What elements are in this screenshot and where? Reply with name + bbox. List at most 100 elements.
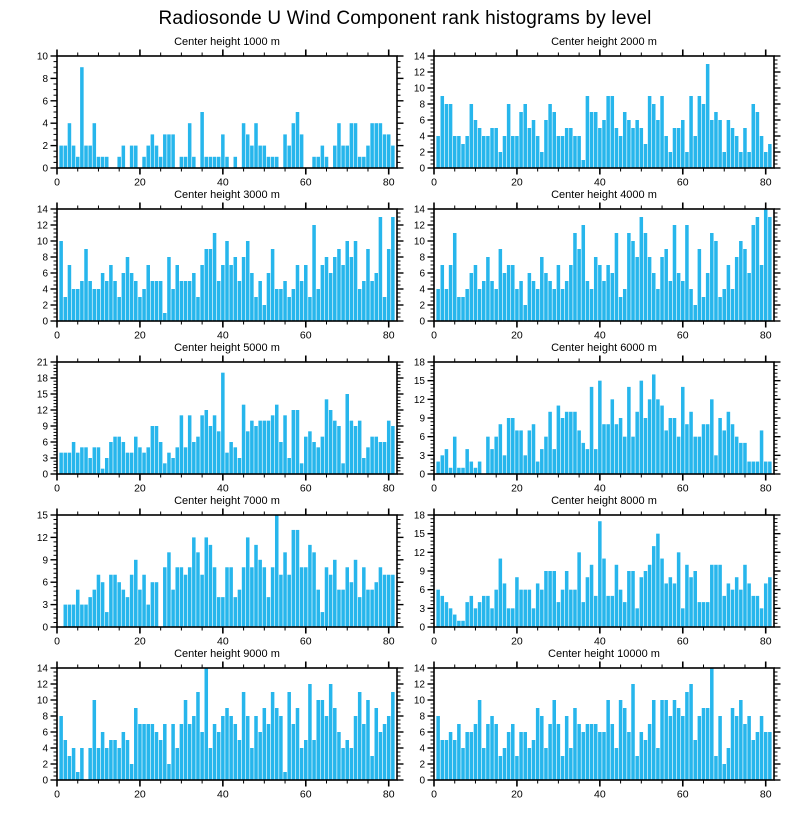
svg-text:4: 4 bbox=[42, 744, 48, 755]
svg-text:40: 40 bbox=[594, 636, 606, 648]
svg-text:0: 0 bbox=[419, 470, 425, 481]
axis-ticks bbox=[50, 355, 404, 481]
svg-text:40: 40 bbox=[217, 330, 229, 342]
subplot-title: Center height 7000 m bbox=[174, 495, 280, 507]
plot-frame bbox=[56, 514, 398, 628]
svg-text:14: 14 bbox=[37, 205, 49, 216]
svg-text:40: 40 bbox=[594, 177, 606, 189]
subplot-title: Center height 10000 m bbox=[548, 648, 660, 660]
plot-frame bbox=[56, 361, 398, 475]
svg-text:6: 6 bbox=[42, 578, 48, 589]
svg-text:8: 8 bbox=[42, 74, 48, 85]
subplot-cell-2000m: Center height 2000 m 0 20 40 60 80 0 2 4 6 8 10 12 1… bbox=[405, 36, 810, 189]
svg-text:40: 40 bbox=[217, 636, 229, 648]
svg-text:10: 10 bbox=[37, 696, 49, 707]
svg-text:4: 4 bbox=[42, 285, 48, 296]
svg-text:6: 6 bbox=[419, 728, 425, 739]
axis-tick-labels: 0 20 40 60 80 0 2 4 6 8 10 12 14 bbox=[37, 664, 395, 801]
subplot-cell-1000m: Center height 1000 m 0 20 40 60 80 0 2 4 6 8 10 bbox=[0, 36, 405, 189]
svg-text:20: 20 bbox=[134, 483, 146, 495]
svg-text:80: 80 bbox=[383, 636, 395, 648]
svg-text:4: 4 bbox=[419, 285, 425, 296]
svg-text:6: 6 bbox=[419, 269, 425, 280]
svg-text:15: 15 bbox=[414, 529, 426, 540]
svg-text:80: 80 bbox=[383, 789, 395, 801]
svg-text:0: 0 bbox=[419, 317, 425, 328]
svg-text:40: 40 bbox=[217, 483, 229, 495]
svg-text:0: 0 bbox=[42, 317, 48, 328]
svg-text:20: 20 bbox=[511, 789, 523, 801]
svg-text:18: 18 bbox=[414, 358, 426, 369]
svg-text:2: 2 bbox=[419, 760, 425, 771]
svg-text:80: 80 bbox=[760, 330, 772, 342]
subplot-title: Center height 3000 m bbox=[174, 189, 280, 201]
subplot-cell-7000m: Center height 7000 m 0 20 40 60 80 0 3 6 9 12 15 bbox=[0, 495, 405, 648]
subplot-cell-9000m: Center height 9000 m 0 20 40 60 80 0 2 4 6 8 10 12 1… bbox=[0, 648, 405, 801]
svg-text:8: 8 bbox=[419, 100, 425, 111]
svg-text:18: 18 bbox=[414, 511, 426, 522]
svg-text:12: 12 bbox=[37, 221, 49, 232]
histogram-plot-1000m: 0 20 40 60 80 0 2 4 6 8 10 bbox=[37, 49, 404, 189]
svg-text:12: 12 bbox=[414, 548, 426, 559]
svg-text:0: 0 bbox=[54, 789, 60, 801]
histogram-plot-8000m: 0 20 40 60 80 0 3 6 9 12 15 18 bbox=[414, 508, 781, 648]
svg-text:10: 10 bbox=[414, 84, 426, 95]
histogram-bars bbox=[59, 67, 395, 168]
svg-text:20: 20 bbox=[511, 483, 523, 495]
axis-ticks bbox=[50, 49, 404, 175]
svg-text:80: 80 bbox=[383, 177, 395, 189]
svg-text:20: 20 bbox=[134, 636, 146, 648]
axis-ticks bbox=[50, 508, 404, 634]
svg-text:15: 15 bbox=[414, 376, 426, 387]
axis-tick-labels: 0 20 40 60 80 0 3 6 9 12 15 bbox=[37, 511, 395, 648]
subplot-cell-5000m: Center height 5000 m 0 20 40 60 80 0 3 6 9 12 15 18… bbox=[0, 342, 405, 495]
svg-text:8: 8 bbox=[419, 712, 425, 723]
svg-text:60: 60 bbox=[300, 177, 312, 189]
histogram-bars bbox=[436, 209, 772, 321]
svg-text:40: 40 bbox=[594, 483, 606, 495]
subplot-cell-10000m: Center height 10000 m 0 20 40 60 80 0 2 4 6 8 10 12… bbox=[405, 648, 810, 801]
axis-tick-labels: 0 20 40 60 80 0 3 6 9 12 15 18 bbox=[414, 358, 772, 495]
svg-text:12: 12 bbox=[414, 221, 426, 232]
svg-text:0: 0 bbox=[42, 776, 48, 787]
svg-text:20: 20 bbox=[511, 330, 523, 342]
svg-text:60: 60 bbox=[300, 483, 312, 495]
svg-text:9: 9 bbox=[42, 422, 48, 433]
svg-text:80: 80 bbox=[760, 636, 772, 648]
axis-tick-labels: 0 20 40 60 80 0 2 4 6 8 10 bbox=[37, 52, 395, 189]
svg-text:12: 12 bbox=[37, 680, 49, 691]
svg-text:6: 6 bbox=[42, 728, 48, 739]
svg-text:60: 60 bbox=[300, 789, 312, 801]
svg-text:12: 12 bbox=[414, 395, 426, 406]
figure-title: Radiosonde U Wind Component rank histogr… bbox=[158, 8, 652, 29]
axis-tick-labels: 0 20 40 60 80 0 2 4 6 8 10 12 14 bbox=[37, 205, 395, 342]
svg-text:3: 3 bbox=[42, 454, 48, 465]
svg-text:12: 12 bbox=[414, 68, 426, 79]
subplot-title: Center height 4000 m bbox=[551, 189, 657, 201]
svg-text:20: 20 bbox=[511, 177, 523, 189]
axis-ticks bbox=[427, 508, 781, 634]
svg-text:12: 12 bbox=[414, 680, 426, 691]
svg-text:20: 20 bbox=[134, 789, 146, 801]
svg-text:9: 9 bbox=[419, 414, 425, 425]
svg-text:40: 40 bbox=[217, 177, 229, 189]
svg-text:2: 2 bbox=[42, 141, 48, 152]
svg-text:4: 4 bbox=[42, 119, 48, 130]
svg-text:20: 20 bbox=[511, 636, 523, 648]
svg-text:3: 3 bbox=[42, 600, 48, 611]
svg-text:60: 60 bbox=[300, 636, 312, 648]
subplot-title: Center height 1000 m bbox=[174, 36, 280, 48]
subplot-title: Center height 8000 m bbox=[551, 495, 657, 507]
svg-text:12: 12 bbox=[37, 406, 49, 417]
svg-text:2: 2 bbox=[419, 301, 425, 312]
svg-text:8: 8 bbox=[42, 712, 48, 723]
histogram-plot-3000m: 0 20 40 60 80 0 2 4 6 8 10 12 14 bbox=[37, 202, 404, 342]
histogram-plot-9000m: 0 20 40 60 80 0 2 4 6 8 10 12 14 bbox=[37, 661, 404, 801]
axis-tick-labels: 0 20 40 60 80 0 2 4 6 8 10 12 14 bbox=[414, 205, 772, 342]
svg-text:40: 40 bbox=[594, 789, 606, 801]
svg-text:80: 80 bbox=[383, 483, 395, 495]
axis-tick-labels: 0 20 40 60 80 0 2 4 6 8 10 12 14 bbox=[414, 664, 772, 801]
histogram-plot-6000m: 0 20 40 60 80 0 3 6 9 12 15 18 bbox=[414, 355, 781, 495]
svg-text:6: 6 bbox=[42, 438, 48, 449]
svg-text:2: 2 bbox=[42, 301, 48, 312]
